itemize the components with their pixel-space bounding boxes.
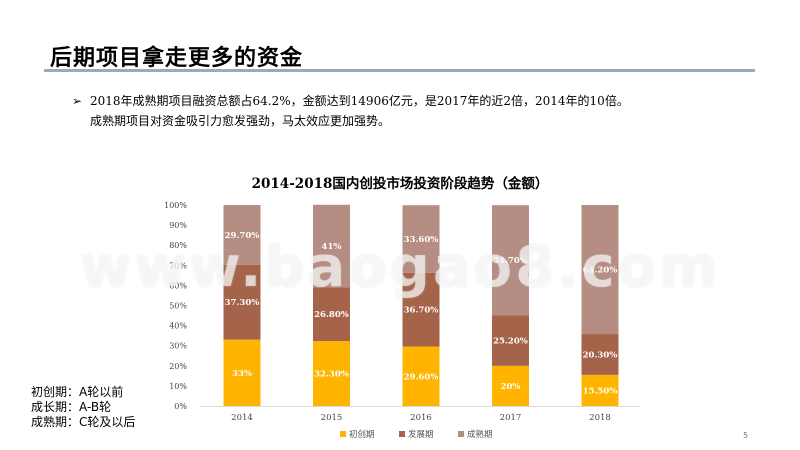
y-tick-label: 30% <box>169 342 187 351</box>
y-tick-label: 60% <box>169 281 187 290</box>
data-label: 20.30% <box>583 350 618 360</box>
data-label: 25.20% <box>493 336 528 346</box>
y-tick-label: 50% <box>169 302 187 311</box>
bar-segment <box>313 341 350 406</box>
y-tick-label: 40% <box>169 322 187 331</box>
y-tick-label: 70% <box>169 261 187 270</box>
bar-segment <box>402 346 440 406</box>
legend-swatch <box>399 431 405 437</box>
x-tick-label: 2015 <box>321 413 343 423</box>
legend-swatch <box>340 431 346 437</box>
data-label: 26.80% <box>314 310 349 320</box>
bullet-line-1: 2018年成熟期项目融资总额占64.2%，金额达到14906亿元，是2017年的… <box>90 94 629 108</box>
data-label: 15.50% <box>583 386 618 396</box>
x-tick-label: 2018 <box>589 413 611 423</box>
chart-title: 2014-2018国内创投市场投资阶段趋势（金额） <box>251 176 549 192</box>
x-tick-label: 2017 <box>500 413 522 423</box>
bar-segment <box>492 365 529 406</box>
bar-segment <box>581 205 619 335</box>
title-divider <box>44 69 755 72</box>
bullet-line-2: 成熟期项目对资金吸引力愈发强劲，马太效应更加强势。 <box>90 114 391 128</box>
slide-title: 后期项目拿走更多的资金 <box>50 46 304 71</box>
legend-label: 成熟期 <box>467 429 493 440</box>
bar-segment <box>581 334 619 375</box>
legend-label: 发展期 <box>408 429 434 440</box>
stage-definition-early: 初创期：A轮以前 <box>31 385 124 399</box>
data-label: 33% <box>232 369 252 379</box>
data-label: 36.70% <box>404 306 439 316</box>
y-tick-label: 100% <box>164 201 187 210</box>
stage-definition-growth: 成长期：A-B轮 <box>31 400 112 414</box>
bar-segment <box>223 339 261 406</box>
legend-label: 初创期 <box>349 429 375 440</box>
y-tick-label: 90% <box>169 221 187 230</box>
data-label: 29.60% <box>404 372 439 382</box>
y-tick-label: 10% <box>169 382 187 391</box>
data-label: 32.30% <box>314 370 349 380</box>
y-tick-label: 20% <box>169 362 187 371</box>
y-tick-label: 80% <box>169 241 187 250</box>
stage-definitions: 初创期：A轮以前 成长期：A-B轮 成熟期：C轮及以后 <box>31 385 135 430</box>
data-label: 37.30% <box>225 298 260 308</box>
y-tick-label: 0% <box>174 402 187 411</box>
bar-segment <box>313 204 350 288</box>
bar-segment <box>581 374 619 406</box>
bar-segment <box>223 264 261 340</box>
bar-segment <box>223 205 261 265</box>
bar-segment <box>402 205 440 273</box>
bullet-arrow-icon: ➢ <box>72 94 83 108</box>
x-tick-label: 2014 <box>231 413 253 423</box>
bullet-text: 2018年成熟期项目融资总额占64.2%，金额达到14906亿元，是2017年的… <box>90 91 750 131</box>
data-label: 29.70% <box>225 231 260 241</box>
bar-segment <box>492 315 529 366</box>
data-label: 41% <box>322 242 342 252</box>
bar-segment <box>492 205 529 316</box>
data-label: 54.70% <box>493 256 528 266</box>
bar-segment <box>402 272 440 347</box>
bar-segment <box>313 287 350 342</box>
data-label: 33.60% <box>404 235 439 245</box>
bullet-block: ➢ 2018年成熟期项目融资总额占64.2%，金额达到14906亿元，是2017… <box>72 91 750 131</box>
data-label: 64.20% <box>583 266 618 276</box>
stage-definition-mature: 成熟期：C轮及以后 <box>31 415 136 429</box>
data-label: 20% <box>501 382 521 392</box>
page-number: 5 <box>743 431 749 440</box>
legend-swatch <box>458 431 464 437</box>
x-tick-label: 2016 <box>410 413 432 423</box>
